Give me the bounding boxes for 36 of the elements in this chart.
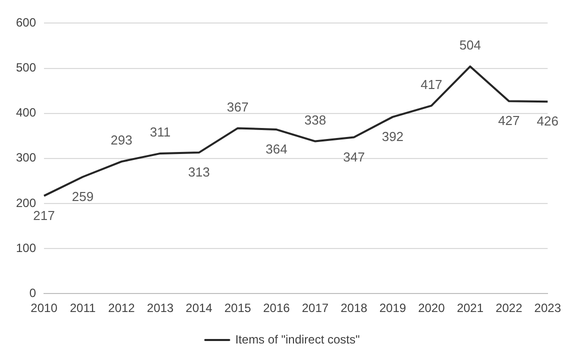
y-tick-label: 0 — [29, 286, 36, 300]
y-tick-label: 600 — [16, 16, 36, 30]
data-label: 311 — [150, 124, 171, 140]
y-tick-label: 300 — [16, 150, 36, 165]
data-label: 259 — [72, 188, 94, 204]
data-label: 364 — [266, 142, 288, 157]
x-tick-label: 2019 — [379, 301, 406, 316]
x-tick-label: 2023 — [534, 301, 562, 316]
data-label: 367 — [226, 99, 249, 114]
data-label: 347 — [343, 149, 365, 164]
x-tick-label: 2020 — [418, 301, 446, 316]
data-label: 427 — [498, 113, 520, 128]
x-tick-label: 2018 — [340, 301, 368, 316]
x-tick-label: 2021 — [456, 301, 484, 316]
data-label: 338 — [304, 112, 326, 128]
x-tick-label: 2016 — [263, 301, 290, 316]
data-label: 426 — [536, 114, 559, 129]
x-tick-label: 2014 — [186, 301, 213, 316]
data-label: 313 — [188, 164, 210, 180]
data-label: 392 — [382, 129, 404, 144]
legend-label: Items of "indirect costs" — [235, 332, 360, 346]
y-tick-label: 100 — [16, 240, 36, 255]
y-tick-label: 400 — [16, 106, 36, 120]
x-tick-label: 2013 — [146, 301, 174, 316]
data-label: 217 — [33, 208, 55, 223]
x-tick-label: 2011 — [70, 301, 96, 316]
x-tick-label: 2022 — [496, 301, 523, 316]
data-label: 417 — [420, 76, 442, 92]
data-label: 504 — [459, 38, 482, 53]
x-tick-label: 2012 — [108, 301, 136, 316]
y-tick-label: 200 — [16, 196, 36, 210]
x-tick-label: 2017 — [302, 301, 329, 316]
data-label: 293 — [110, 132, 132, 148]
y-tick-label: 500 — [16, 60, 36, 75]
x-tick-label: 2015 — [224, 301, 252, 316]
x-tick-label: 2010 — [30, 301, 58, 316]
